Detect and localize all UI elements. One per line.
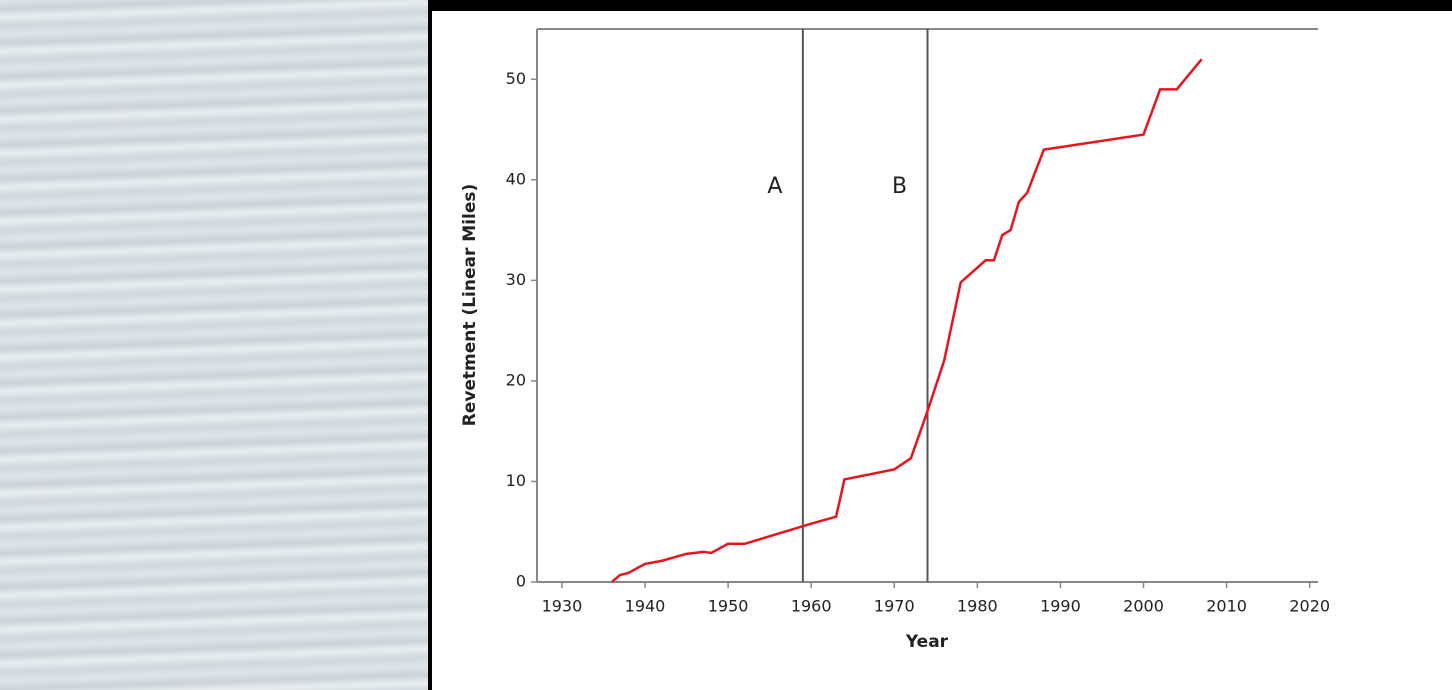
x-tick-label: 1930 <box>542 597 583 616</box>
x-tick-label: 1960 <box>791 597 832 616</box>
page: {"chart_data": {"type": "line", "x_label… <box>0 0 1452 690</box>
y-tick-label: 40 <box>506 169 526 188</box>
y-tick-label: 10 <box>506 471 526 490</box>
chart-panel <box>432 11 1452 690</box>
x-tick-label: 2010 <box>1206 597 1247 616</box>
annotation: A <box>767 174 782 199</box>
y-axis-title: Revetment (Linear Miles) <box>460 184 480 427</box>
y-tick-label: 30 <box>506 270 526 289</box>
x-tick-label: 2020 <box>1289 597 1330 616</box>
y-tick-label: 50 <box>506 69 526 88</box>
x-tick-label: 1950 <box>708 597 749 616</box>
annotation: B <box>892 174 907 199</box>
x-tick-label: 1940 <box>625 597 666 616</box>
chart: Year Revetment (Linear Miles) 0 10 20 30 40 5… <box>0 0 1452 690</box>
x-tick-label: 2000 <box>1123 597 1164 616</box>
y-tick-label: 0 <box>516 572 526 591</box>
x-tick-label: 1970 <box>874 597 915 616</box>
x-tick-label: 1980 <box>957 597 998 616</box>
x-tick-label: 1990 <box>1040 597 1081 616</box>
x-axis-title: Year <box>905 632 949 652</box>
y-tick-label: 20 <box>506 370 526 389</box>
